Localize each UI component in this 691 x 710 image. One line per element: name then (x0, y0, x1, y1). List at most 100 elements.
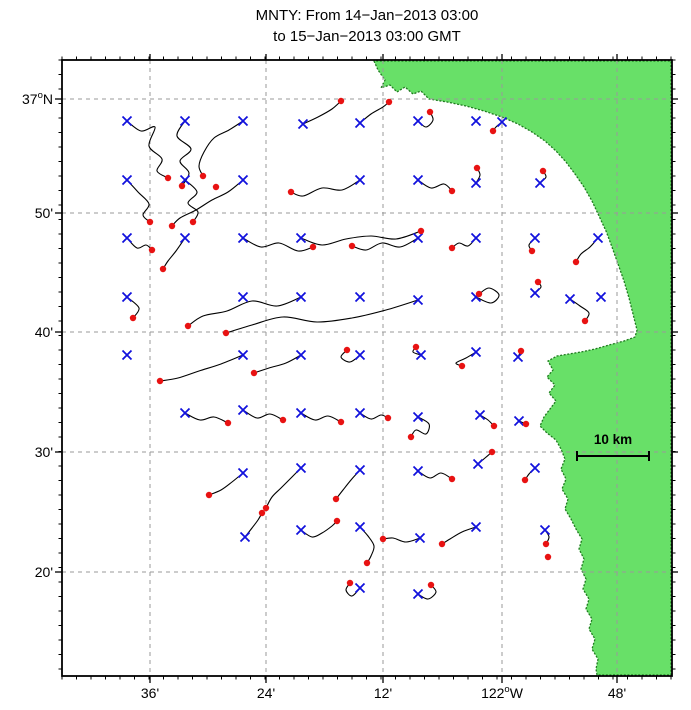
plot-title-line2: to 15−Jan−2013 03:00 GMT (273, 28, 461, 45)
start-cross-icon (412, 232, 424, 244)
scale-bar: 10 km (576, 432, 650, 461)
start-cross-icon (121, 115, 133, 127)
start-cross-icon (179, 115, 191, 127)
end-dot-icon (189, 218, 197, 226)
graticule (62, 60, 672, 676)
end-dot-icon (542, 540, 550, 548)
svg-text:48': 48' (608, 685, 626, 701)
end-dot-icon (412, 343, 420, 351)
start-cross-icon (354, 407, 366, 419)
end-dot-icon (156, 377, 164, 385)
end-dot-icon (212, 183, 220, 191)
end-dot-icon (488, 448, 496, 456)
svg-text:30': 30' (35, 444, 53, 460)
end-dot-icon (534, 278, 542, 286)
start-cross-icon (564, 293, 576, 305)
end-dot-icon (448, 187, 456, 195)
start-cross-icon (470, 115, 482, 127)
end-dot-icon (224, 419, 232, 427)
start-cross-icon (354, 117, 366, 129)
end-dot-icon (489, 127, 497, 135)
start-cross-icon (179, 232, 191, 244)
start-cross-icon (592, 232, 604, 244)
end-dot-icon (363, 559, 371, 567)
end-dot-icon (168, 222, 176, 230)
axis-tick-labels: 36' 24' 12' 122oW 48' 37oN 50' 40' 30' 20' (22, 90, 626, 701)
end-dot-icon (146, 218, 154, 226)
start-cross-icon (237, 467, 249, 479)
start-cross-icon (237, 349, 249, 361)
svg-text:40': 40' (35, 324, 53, 340)
end-dot-icon (427, 581, 435, 589)
end-dot-icon (539, 167, 547, 175)
start-markers (121, 115, 607, 600)
end-dot-icon (448, 244, 456, 252)
end-dot-icon (458, 362, 466, 370)
start-cross-icon (121, 349, 133, 361)
svg-text:50': 50' (35, 205, 53, 221)
start-cross-icon (295, 524, 307, 536)
start-cross-icon (179, 407, 191, 419)
start-cross-icon (474, 409, 486, 421)
start-cross-icon (513, 415, 525, 427)
end-dot-icon (250, 369, 258, 377)
end-dot-icon (426, 108, 434, 116)
svg-text:122oW: 122oW (481, 684, 524, 701)
svg-text:20': 20' (35, 564, 53, 580)
end-dot-icon (522, 420, 530, 428)
start-cross-icon (412, 588, 424, 600)
start-cross-icon (470, 232, 482, 244)
start-cross-icon (239, 531, 251, 543)
start-cross-icon (412, 465, 424, 477)
start-cross-icon (295, 232, 307, 244)
end-dot-icon (333, 517, 341, 525)
start-cross-icon (529, 462, 541, 474)
start-cross-icon (470, 521, 482, 533)
start-cross-icon (121, 232, 133, 244)
end-dot-icon (184, 322, 192, 330)
start-cross-icon (529, 232, 541, 244)
start-cross-icon (295, 462, 307, 474)
end-dot-icon (222, 329, 230, 337)
end-dot-icon (258, 509, 266, 517)
start-cross-icon (529, 287, 541, 299)
start-cross-icon (237, 174, 249, 186)
end-dot-icon (159, 265, 167, 273)
start-cross-icon (354, 521, 366, 533)
start-cross-icon (412, 115, 424, 127)
end-dot-icon (490, 422, 498, 430)
start-cross-icon (237, 291, 249, 303)
end-dot-icon (148, 246, 156, 254)
end-dot-icon (473, 164, 481, 172)
map-frame (55, 54, 678, 683)
svg-text:24': 24' (257, 685, 275, 701)
scale-bar-label: 10 km (594, 432, 632, 447)
start-cross-icon (354, 291, 366, 303)
end-dot-icon (346, 579, 354, 587)
end-markers (129, 97, 589, 589)
end-dot-icon (279, 416, 287, 424)
end-dot-icon (528, 247, 536, 255)
start-cross-icon (412, 411, 424, 423)
end-dot-icon (417, 227, 425, 235)
start-cross-icon (470, 346, 482, 358)
end-dot-icon (337, 418, 345, 426)
plot-title: MNTY: From 14−Jan−2013 03:00 to 15−Jan−2… (62, 5, 672, 47)
svg-text:37oN: 37oN (22, 90, 53, 107)
end-dot-icon (581, 317, 589, 325)
end-dot-icon (448, 475, 456, 483)
start-cross-icon (496, 116, 508, 128)
end-dot-icon (407, 433, 415, 441)
end-dot-icon (205, 491, 213, 499)
svg-text:36': 36' (141, 685, 159, 701)
start-cross-icon (415, 349, 427, 361)
end-dot-icon (262, 504, 270, 512)
start-cross-icon (354, 349, 366, 361)
end-dot-icon (572, 258, 580, 266)
start-cross-icon (412, 294, 424, 306)
start-cross-icon (472, 458, 484, 470)
plot-title-line1: MNTY: From 14−Jan−2013 03:00 (255, 7, 479, 24)
start-cross-icon (237, 232, 249, 244)
